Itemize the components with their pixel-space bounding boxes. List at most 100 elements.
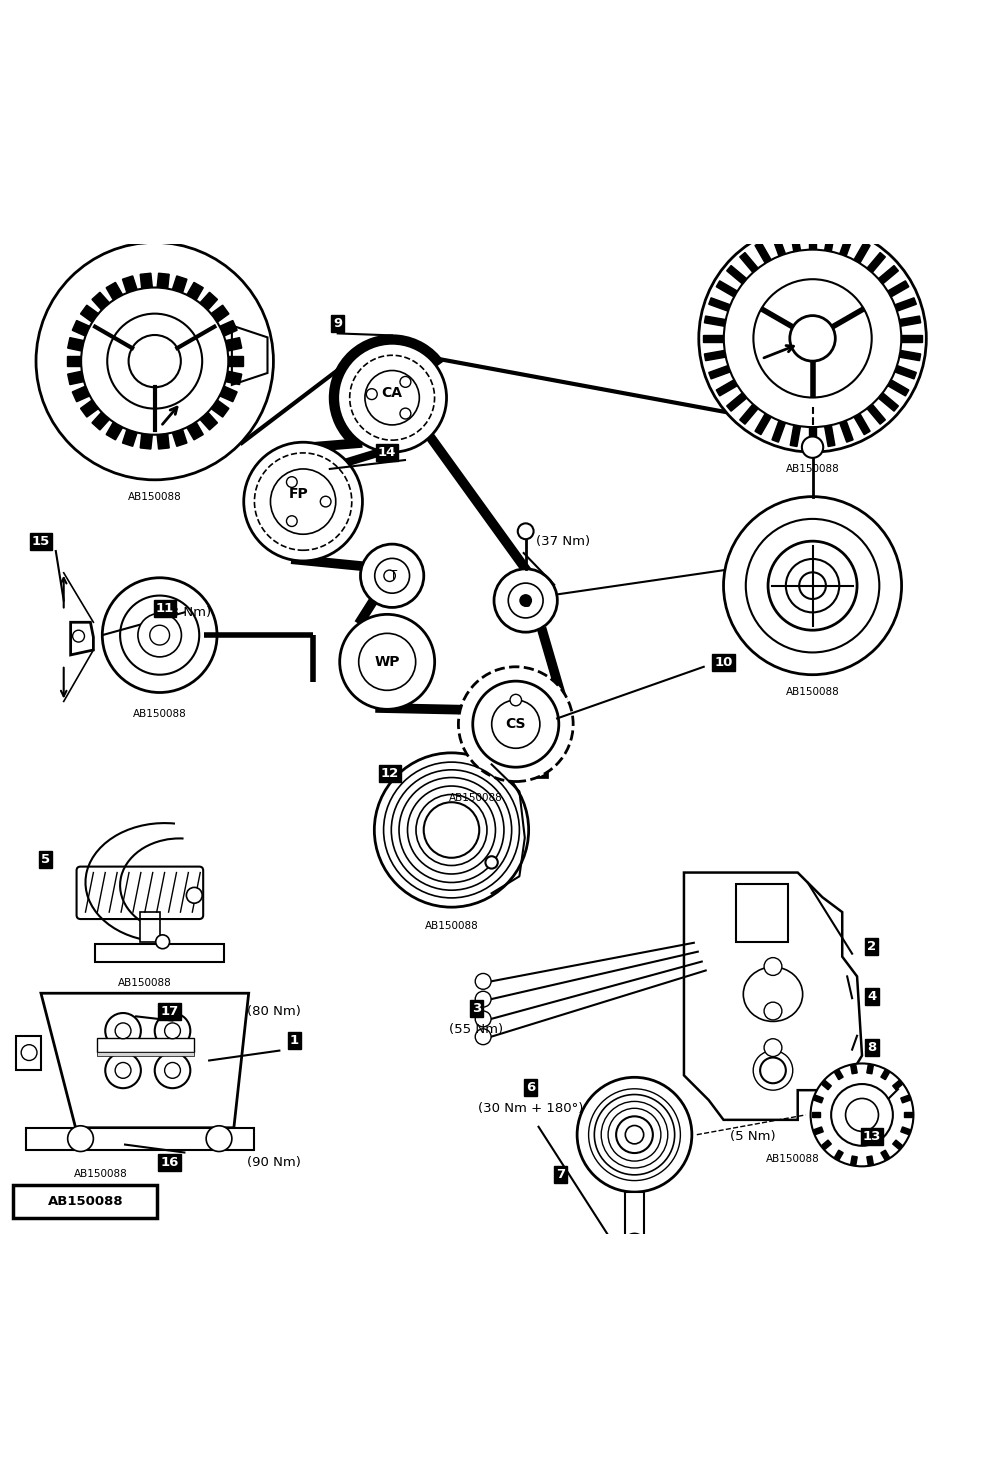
Polygon shape xyxy=(867,403,886,424)
Circle shape xyxy=(254,452,352,550)
Polygon shape xyxy=(704,316,726,327)
Polygon shape xyxy=(200,412,217,430)
Polygon shape xyxy=(895,365,917,378)
Polygon shape xyxy=(92,293,109,310)
Polygon shape xyxy=(140,433,153,449)
Circle shape xyxy=(768,541,857,630)
Circle shape xyxy=(120,596,199,674)
FancyBboxPatch shape xyxy=(13,1185,157,1218)
Circle shape xyxy=(155,1012,190,1048)
Polygon shape xyxy=(157,273,170,288)
Text: AB150088: AB150088 xyxy=(448,794,503,804)
Polygon shape xyxy=(821,1080,831,1089)
Circle shape xyxy=(810,1064,914,1166)
Polygon shape xyxy=(772,235,786,256)
Bar xyxy=(26,1128,254,1150)
Polygon shape xyxy=(106,423,123,440)
Circle shape xyxy=(81,288,228,435)
Text: G: G xyxy=(521,597,531,610)
Circle shape xyxy=(485,856,498,869)
Circle shape xyxy=(786,559,839,612)
Circle shape xyxy=(360,544,424,607)
Polygon shape xyxy=(878,266,899,284)
Circle shape xyxy=(475,992,491,1007)
Text: 16: 16 xyxy=(161,1156,179,1169)
Polygon shape xyxy=(824,426,835,446)
Text: (37 Nm): (37 Nm) xyxy=(537,535,590,548)
Circle shape xyxy=(698,225,927,452)
Circle shape xyxy=(802,436,823,458)
Polygon shape xyxy=(708,297,730,312)
Polygon shape xyxy=(122,430,137,446)
Polygon shape xyxy=(200,293,217,310)
Polygon shape xyxy=(704,350,726,361)
Text: 13: 13 xyxy=(863,1131,881,1142)
Circle shape xyxy=(287,516,298,526)
Polygon shape xyxy=(122,276,137,293)
Polygon shape xyxy=(67,337,84,352)
Bar xyxy=(97,1038,194,1051)
Text: CA: CA xyxy=(382,386,403,399)
Circle shape xyxy=(625,1234,645,1253)
Circle shape xyxy=(753,279,872,398)
Circle shape xyxy=(424,803,479,857)
Text: (80 Nm): (80 Nm) xyxy=(247,1005,301,1017)
Polygon shape xyxy=(740,253,758,272)
Circle shape xyxy=(508,584,543,618)
Polygon shape xyxy=(92,412,109,430)
Circle shape xyxy=(724,250,902,427)
Polygon shape xyxy=(727,266,747,284)
Circle shape xyxy=(473,681,558,767)
Text: 6: 6 xyxy=(526,1080,536,1094)
Polygon shape xyxy=(821,1140,831,1150)
Text: 12: 12 xyxy=(381,767,399,780)
Polygon shape xyxy=(72,321,89,336)
Circle shape xyxy=(475,1011,491,1027)
Text: 4: 4 xyxy=(867,990,877,1002)
Circle shape xyxy=(475,1029,491,1045)
Circle shape xyxy=(107,313,202,408)
Circle shape xyxy=(36,242,274,480)
Circle shape xyxy=(206,1126,232,1151)
Polygon shape xyxy=(901,1126,911,1135)
Circle shape xyxy=(155,1052,190,1088)
Polygon shape xyxy=(66,356,81,367)
Polygon shape xyxy=(839,421,853,442)
Polygon shape xyxy=(173,430,186,446)
Circle shape xyxy=(723,497,902,674)
Polygon shape xyxy=(211,304,229,322)
Polygon shape xyxy=(220,321,237,336)
Polygon shape xyxy=(716,281,737,297)
Circle shape xyxy=(337,343,446,452)
Circle shape xyxy=(458,667,573,782)
Polygon shape xyxy=(867,1156,873,1165)
Polygon shape xyxy=(703,336,724,341)
Polygon shape xyxy=(813,1095,823,1103)
Circle shape xyxy=(492,701,540,748)
Text: AB150088: AB150088 xyxy=(133,709,186,720)
Text: T: T xyxy=(391,569,398,582)
Polygon shape xyxy=(901,1095,911,1103)
Polygon shape xyxy=(716,380,737,396)
Text: 7: 7 xyxy=(556,1168,564,1181)
Text: 11: 11 xyxy=(156,602,174,615)
Polygon shape xyxy=(727,393,747,411)
Text: (30 Nm + 180°): (30 Nm + 180°) xyxy=(478,1103,583,1114)
Circle shape xyxy=(105,1012,141,1048)
Text: 17: 17 xyxy=(161,1005,179,1017)
Circle shape xyxy=(746,519,879,652)
Circle shape xyxy=(244,442,362,562)
Bar xyxy=(625,1193,645,1237)
Text: AB150088: AB150088 xyxy=(48,1194,123,1208)
Text: 5: 5 xyxy=(42,853,51,866)
Polygon shape xyxy=(867,253,886,272)
Polygon shape xyxy=(881,1070,890,1079)
Circle shape xyxy=(359,634,416,690)
Bar xyxy=(97,1051,194,1055)
Polygon shape xyxy=(888,380,909,396)
Circle shape xyxy=(594,1095,675,1175)
Polygon shape xyxy=(220,386,237,402)
Circle shape xyxy=(384,571,395,581)
Polygon shape xyxy=(106,282,123,300)
Circle shape xyxy=(494,569,558,633)
